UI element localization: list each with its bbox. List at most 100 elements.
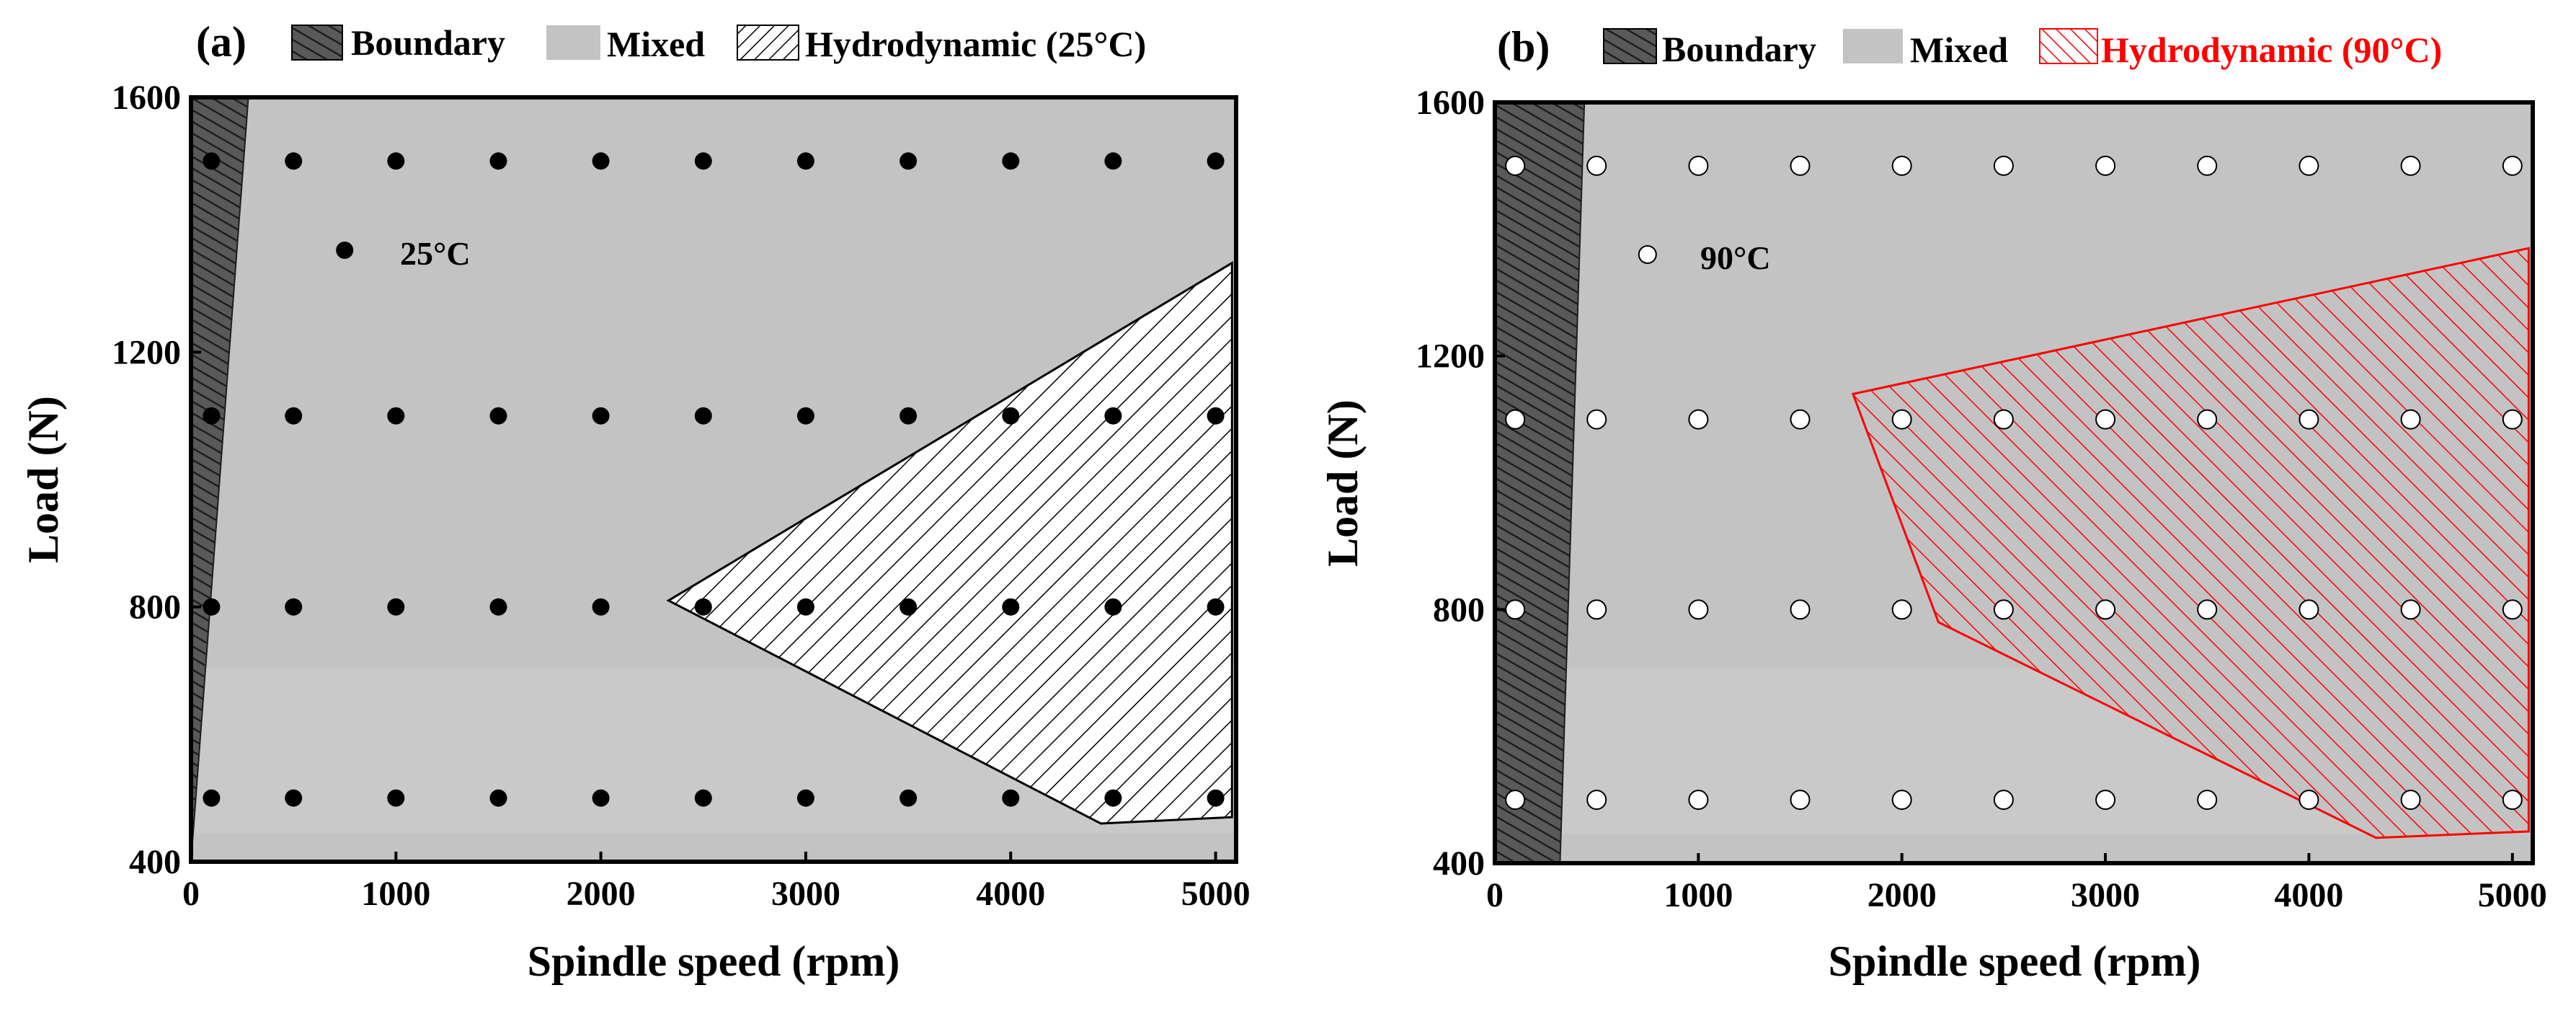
data-point [592, 598, 610, 616]
y-tick-label: 1600 [1416, 84, 1485, 122]
data-point [592, 152, 610, 170]
x-tick-label: 0 [182, 875, 200, 913]
data-point [1891, 790, 1912, 811]
data-point [1993, 155, 2014, 176]
data-point [489, 152, 507, 170]
data-point [1002, 598, 1020, 616]
data-point [900, 152, 918, 170]
data-point [1586, 155, 1607, 176]
data-point [1790, 155, 1811, 176]
data-point [2197, 155, 2218, 176]
data-point [2502, 599, 2523, 620]
plot-area-b: 90°C [1493, 100, 2535, 865]
data-point [203, 152, 221, 170]
data-point [1002, 152, 1020, 170]
legend-b-hydro-label: Hydrodynamic (90°C) [2101, 30, 2442, 70]
data-point [1891, 409, 1912, 430]
panel-a: (a) Boundary Mixed Hydrodynamic (25°C) 2… [19, 18, 1251, 985]
data-point [1104, 598, 1122, 616]
data-point [2400, 790, 2421, 811]
data-point [900, 407, 918, 425]
panel-b: (b) Boundary Mixed Hydrodynamic (90°C) 9… [1319, 23, 2547, 985]
data-point [2502, 155, 2523, 176]
plot-frame-b [1493, 100, 2535, 865]
data-point [489, 407, 507, 425]
data-point [592, 407, 610, 425]
data-point [2197, 409, 2218, 430]
data-point [1790, 409, 1811, 430]
data-point [2095, 155, 2116, 176]
legend-b-boundary-swatch [1603, 28, 1657, 64]
data-point [1207, 407, 1225, 425]
x-tick-label: 3000 [2071, 876, 2140, 914]
data-point [203, 407, 221, 425]
x-tick-label: 0 [1486, 876, 1504, 914]
data-point [1207, 789, 1225, 807]
data-point [387, 598, 405, 616]
data-point [1104, 152, 1122, 170]
data-points-b [1505, 155, 2523, 811]
data-point [489, 789, 507, 807]
data-point [1993, 790, 2014, 811]
data-point [2299, 409, 2319, 430]
data-point [2400, 409, 2421, 430]
legend-b-boundary-label: Boundary [1662, 29, 1816, 69]
legend-b-mixed-swatch [1843, 29, 1903, 63]
data-point [2299, 599, 2319, 620]
legend-b-mixed-label: Mixed [1910, 30, 2008, 70]
data-point [796, 407, 814, 425]
data-point [1688, 599, 1709, 620]
data-point [694, 789, 712, 807]
data-point [285, 789, 303, 807]
y-tick-label: 1200 [112, 333, 181, 371]
data-point [796, 152, 814, 170]
y-tick-label: 400 [1433, 844, 1485, 883]
data-point [2095, 599, 2116, 620]
data-point [1505, 790, 1526, 811]
annotation-text-b: 90°C [1700, 239, 1771, 276]
data-point [1993, 599, 2014, 620]
x-tick-label: 1000 [1664, 876, 1733, 914]
data-point [796, 789, 814, 807]
data-point [387, 407, 405, 425]
panel-a-label: (a) [196, 18, 247, 66]
data-point [2095, 790, 2116, 811]
legend-a-hydro-swatch [737, 25, 799, 61]
legend-a-mixed-label: Mixed [607, 24, 705, 64]
data-point [1891, 155, 1912, 176]
y-tick-label: 800 [129, 588, 181, 627]
y-tick-label: 800 [1433, 591, 1485, 629]
x-tick-label: 1000 [361, 875, 430, 913]
data-point [1104, 407, 1122, 425]
x-tick-label: 2000 [567, 875, 636, 913]
data-point [694, 598, 712, 616]
data-points-a [203, 152, 1225, 807]
data-point [1002, 407, 1020, 425]
data-point [1207, 598, 1225, 616]
data-point [1104, 789, 1122, 807]
data-point [2299, 790, 2319, 811]
plot-area-a: 25°C [189, 95, 1238, 864]
data-point [387, 152, 405, 170]
data-point [1790, 599, 1811, 620]
x-axis-ticks-b: 0 1000 2000 3000 4000 5000 [1486, 853, 2547, 914]
data-point [1586, 409, 1607, 430]
x-tick-label: 3000 [771, 875, 840, 913]
data-point [1688, 790, 1709, 811]
hydrodynamic-region-a [666, 261, 1233, 825]
legend-a: Boundary Mixed Hydrodynamic (25°C) [291, 22, 1146, 64]
data-point [1505, 409, 1526, 430]
data-point [489, 598, 507, 616]
data-point [1891, 599, 1912, 620]
data-point [796, 598, 814, 616]
y-tick-label: 400 [129, 843, 181, 881]
data-point [2400, 599, 2421, 620]
x-tick-label: 5000 [2478, 876, 2547, 914]
y-tick-label: 1200 [1416, 337, 1485, 376]
panel-b-label: (b) [1497, 23, 1550, 71]
y-axis-ticks-a: 400 800 1200 1600 [112, 79, 201, 881]
data-point [1207, 152, 1225, 170]
legend-a-boundary-label: Boundary [351, 22, 505, 63]
data-point [694, 407, 712, 425]
data-point [203, 789, 221, 807]
